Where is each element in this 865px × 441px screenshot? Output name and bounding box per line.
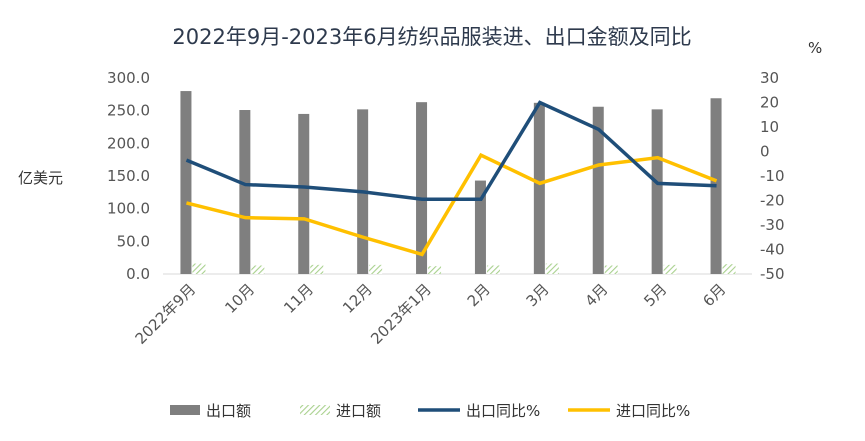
lines — [185, 100, 718, 257]
x-tick-label: 11月 — [280, 280, 317, 317]
y-right-tick-label: -50 — [760, 265, 785, 283]
y-right-tick-label: -40 — [760, 241, 785, 259]
x-tick-label: 2022年9月 — [132, 280, 200, 348]
export-bar — [180, 91, 192, 274]
export-bar — [239, 110, 251, 274]
x-tick-label: 2023年1月 — [367, 280, 435, 348]
import-bar — [310, 264, 324, 274]
import-bar — [722, 264, 736, 274]
export-yoy-line — [185, 100, 717, 202]
x-tick-label: 4月 — [581, 280, 611, 310]
x-tick-label: 2月 — [464, 280, 494, 310]
y-right-unit: % — [808, 39, 822, 57]
y-left-tick-label: 0.0 — [126, 265, 150, 283]
y-left-tick-label: 50.0 — [117, 232, 150, 250]
legend-export-amount-label: 出口额 — [206, 402, 251, 420]
import-bar — [369, 264, 383, 274]
y-right-tick-label: 0 — [760, 143, 770, 161]
import-bar — [486, 265, 500, 274]
legend-import-amount-swatch — [300, 405, 330, 415]
y-right-tick-label: -30 — [760, 216, 785, 234]
import-bar — [428, 266, 442, 274]
y-right-tick-label: -10 — [760, 167, 785, 185]
y-left-tick-label: 100.0 — [107, 200, 150, 218]
axes: 0.0 50.0 100.0 150.0 200.0 250.0 300.0 -50 -40 -3… — [107, 69, 784, 283]
legend-export-yoy-label: 出口同比% — [466, 402, 540, 420]
import-bar — [251, 265, 265, 274]
export-bar — [651, 109, 663, 274]
import-bar — [192, 263, 206, 274]
chart-title: 2022年9月-2023年6月纺织品服装进、出口金额及同比 — [172, 25, 691, 49]
y-left-tick-label: 200.0 — [107, 134, 150, 152]
legend: 出口额 进口额 出口同比% 进口同比% — [170, 402, 690, 420]
y-right-tick-label: 10 — [760, 118, 779, 136]
x-tick-label: 6月 — [699, 280, 729, 310]
bars — [180, 91, 736, 275]
x-tick-label: 12月 — [339, 280, 376, 317]
export-bar — [592, 106, 604, 274]
x-tick-label: 5月 — [640, 280, 670, 310]
y-right-tick-label: -20 — [760, 192, 785, 210]
import-yoy-line — [186, 152, 718, 257]
export-bar — [298, 113, 310, 274]
y-right-tick-label: 30 — [760, 69, 779, 87]
x-tick-label: 10月 — [221, 280, 258, 317]
legend-import-amount-label: 进口额 — [336, 402, 381, 420]
y-right-tick-label: 20 — [760, 94, 779, 112]
y-left-tick-label: 250.0 — [107, 102, 150, 120]
y-left-tick-label: 300.0 — [107, 69, 150, 87]
import-bar — [604, 265, 618, 274]
import-bar — [663, 264, 677, 274]
export-bar — [474, 180, 486, 274]
y-left-unit: 亿美元 — [18, 169, 63, 187]
export-bar — [416, 102, 428, 274]
x-tick-label: 3月 — [523, 280, 553, 310]
legend-import-yoy-label: 进口同比% — [616, 402, 690, 420]
y-left-tick-label: 150.0 — [107, 167, 150, 185]
legend-export-amount-swatch — [170, 405, 200, 415]
import-bar — [545, 263, 559, 274]
export-bar — [533, 102, 545, 275]
